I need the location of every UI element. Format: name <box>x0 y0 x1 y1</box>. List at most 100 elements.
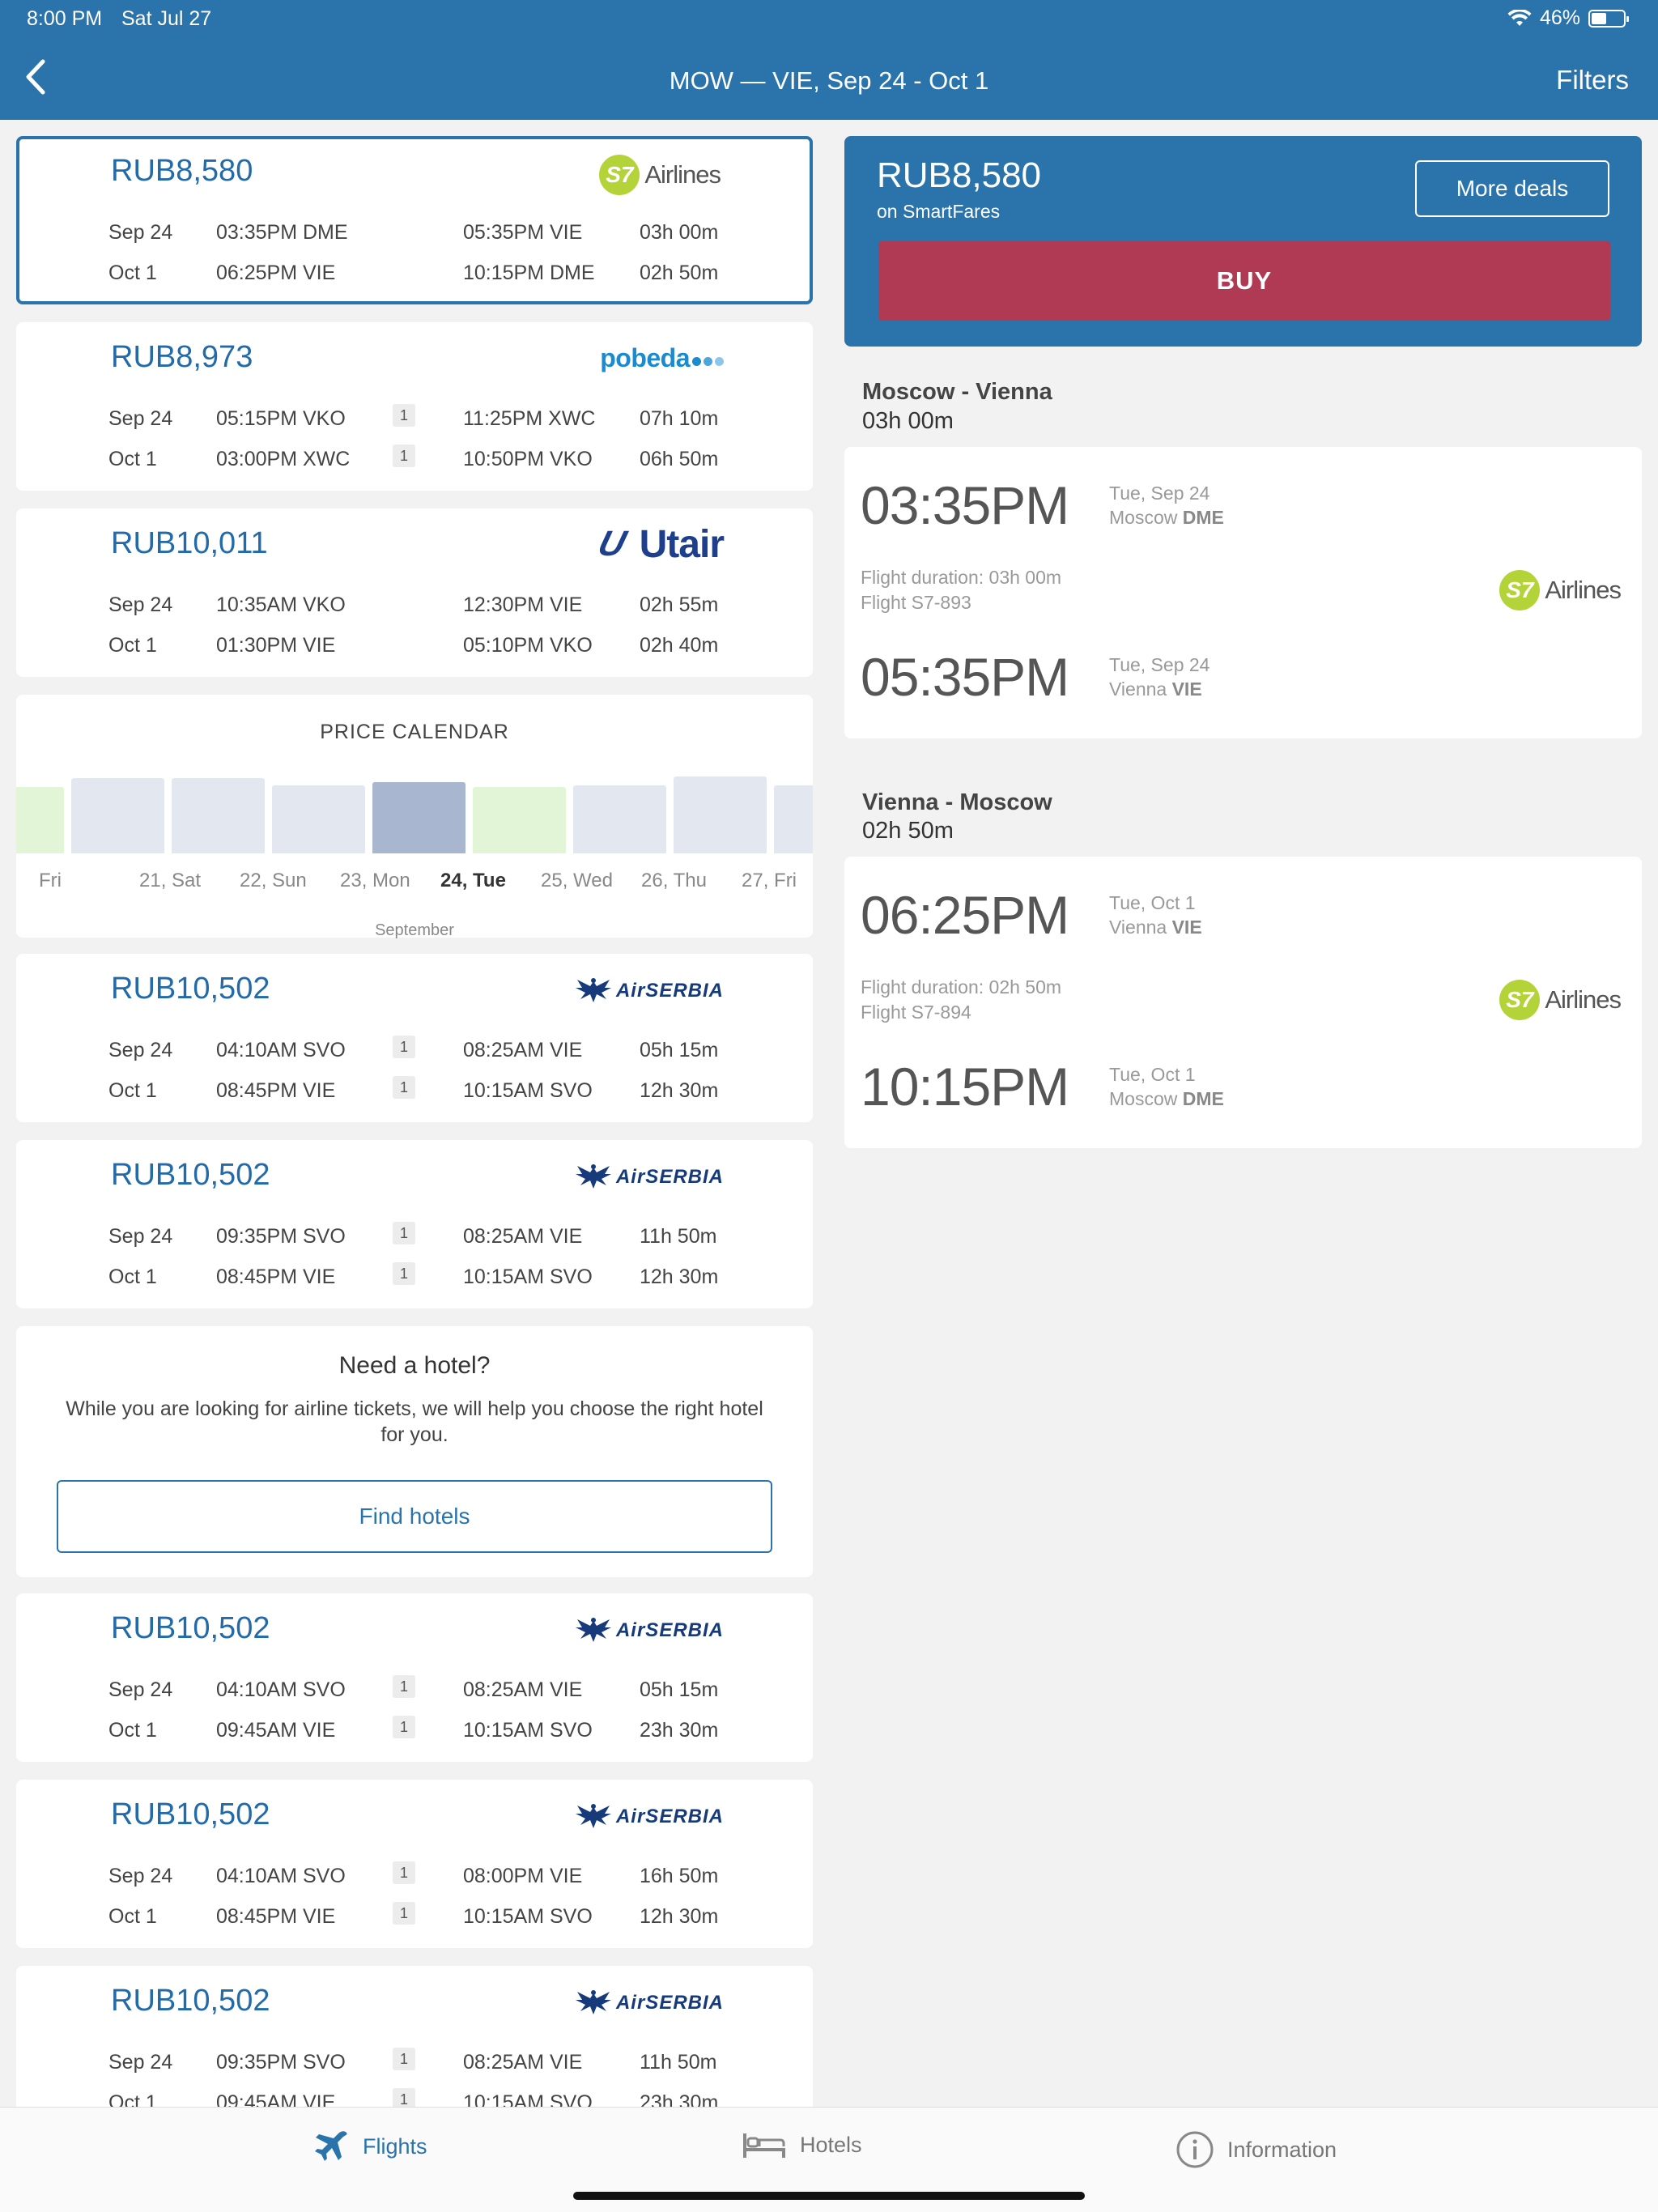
calendar-day-label[interactable]: 23, Mon <box>340 870 410 891</box>
s7-logo-mark: S7 <box>1499 570 1541 610</box>
flight-info: Flight duration: 03h 00m Flight S7-893 <box>861 565 1061 615</box>
s7-logo-mark: S7 <box>599 155 640 195</box>
flight-result-card[interactable]: RUB8,580 S7 Airlines Sep 24 03:35PM DME 05:35… <box>16 136 813 304</box>
arrival-meta: Tue, Sep 24 Vienna VIE <box>1109 653 1209 701</box>
calendar-day-bar[interactable] <box>774 785 813 853</box>
calendar-day-label[interactable]: Fri <box>39 870 62 891</box>
flight-detail-card: 03:35PM Tue, Sep 24 Moscow DME Flight durat… <box>844 447 1642 738</box>
flight-duration-text: Flight duration: 02h 50m <box>861 976 1062 998</box>
airserbia-eagle-icon <box>575 978 611 1002</box>
calendar-day-bar[interactable] <box>674 776 767 853</box>
arrival-date: Tue, Sep 24 <box>1109 654 1210 675</box>
arrival-big-time: 10:15PM <box>861 1057 1069 1117</box>
flight-duration: 03h 00m <box>640 221 719 244</box>
calendar-day-bar[interactable] <box>71 778 164 853</box>
battery-icon <box>1588 9 1629 28</box>
arrival-time: 08:25AM VIE <box>463 1039 583 1061</box>
flight-duration: 05h 15m <box>640 1039 719 1061</box>
flight-result-card[interactable]: RUB10,011 U Utair Sep 24 10:35AM VKO 12:30PM … <box>16 508 813 677</box>
hotel-promo-text: While you are looking for airline ticket… <box>66 1397 763 1446</box>
flight-duration: 12h 30m <box>640 1079 719 1102</box>
flight-result-card[interactable]: RUB10,502 AirSERBIA Sep 24 09:35PM SVO 08:25… <box>16 1966 813 2134</box>
flight-date: Sep 24 <box>108 1678 173 1701</box>
departure-meta: Tue, Sep 24 Moscow DME <box>1109 481 1224 530</box>
departure-time: 01:30PM VIE <box>216 634 336 657</box>
filters-button[interactable]: Filters <box>1556 65 1629 95</box>
calendar-day-bar[interactable] <box>573 785 666 853</box>
calendar-day-bar[interactable] <box>272 785 365 853</box>
flight-date: Oct 1 <box>108 634 157 657</box>
departure-code: VIE <box>1171 917 1202 938</box>
arrival-time: 05:35PM VIE <box>463 221 583 244</box>
stops-badge: 1 <box>393 2048 415 2070</box>
stops-badge: 1 <box>393 1716 415 1738</box>
departure-time: 04:10AM SVO <box>216 1678 346 1701</box>
more-deals-button[interactable]: More deals <box>1415 160 1609 217</box>
calendar-day-label[interactable]: 26, Thu <box>641 870 707 891</box>
calendar-day-bar[interactable] <box>172 778 265 853</box>
airline-logo: pobeda <box>600 335 724 381</box>
find-hotels-button[interactable]: Find hotels <box>57 1480 772 1553</box>
arrival-time: 11:25PM XWC <box>463 407 596 430</box>
nav-bar: MOW — VIE, Sep 24 - Oct 1 Filters <box>0 39 1658 120</box>
arrival-time: 05:10PM VKO <box>463 634 593 657</box>
arrival-time: 08:00PM VIE <box>463 1865 583 1887</box>
arrival-time: 10:50PM VKO <box>463 448 593 470</box>
flight-result-card[interactable]: RUB10,502 AirSERBIA Sep 24 04:10AM SVO 08:00… <box>16 1780 813 1948</box>
stops-badge: 1 <box>393 1076 415 1099</box>
route-duration: 02h 50m <box>862 818 954 844</box>
info-icon <box>1176 2131 1214 2168</box>
airline-logo-text: Utair <box>639 522 725 566</box>
airserbia-eagle-icon <box>575 1618 611 1642</box>
arrival-meta: Tue, Oct 1 Moscow DME <box>1109 1062 1224 1111</box>
departure-big-time: 06:25PM <box>861 885 1069 945</box>
deal-price: RUB8,580 <box>877 155 1042 195</box>
calendar-day-bar[interactable] <box>473 787 566 853</box>
deal-panel: RUB8,580 on SmartFares More deals BUY <box>844 136 1642 347</box>
calendar-day-label[interactable]: 22, Sun <box>240 870 307 891</box>
outbound-row: Sep 24 03:35PM DME 05:35PM VIE 03h 00m <box>19 215 810 247</box>
stops-badge: 1 <box>393 1036 415 1058</box>
return-row: Oct 1 09:45AM VIE 10:15AM SVO 23h 30m 1 <box>16 1712 813 1745</box>
calendar-day-bar[interactable] <box>372 782 466 853</box>
flight-result-card[interactable]: RUB10,502 AirSERBIA Sep 24 04:10AM SVO 08:25… <box>16 1593 813 1762</box>
tab-hotels[interactable]: Hotels <box>742 2130 862 2159</box>
calendar-day-label[interactable]: 21, Sat <box>139 870 202 891</box>
arrival-time: 12:30PM VIE <box>463 593 583 616</box>
tab-flights-label: Flights <box>363 2133 427 2159</box>
calendar-day-label[interactable]: 25, Wed <box>541 870 613 891</box>
departure-time: 04:10AM SVO <box>216 1865 346 1887</box>
tab-bar: Flights Hotels Information <box>0 2107 1658 2212</box>
arrival-time: 10:15AM SVO <box>463 1719 593 1742</box>
airline-logo-text: Airlines <box>1545 985 1622 1014</box>
buy-button[interactable]: BUY <box>878 241 1610 321</box>
arrival-time: 08:25AM VIE <box>463 1225 583 1248</box>
airserbia-eagle-icon <box>575 1164 611 1189</box>
flight-duration: 12h 30m <box>640 1266 719 1288</box>
flight-date: Oct 1 <box>108 448 157 470</box>
airline-logo: S7 Airlines <box>1499 570 1622 610</box>
result-price: RUB10,502 <box>111 1797 270 1831</box>
flight-duration: 02h 50m <box>640 262 719 284</box>
return-row: Oct 1 01:30PM VIE 05:10PM VKO 02h 40m <box>16 627 813 660</box>
calendar-day-bar[interactable] <box>16 787 64 853</box>
flight-result-card[interactable]: RUB10,502 AirSERBIA Sep 24 04:10AM SVO 08:25… <box>16 954 813 1122</box>
outbound-row: Sep 24 04:10AM SVO 08:25AM VIE 05h 15m 1 <box>16 1672 813 1704</box>
calendar-day-label[interactable]: 24, Tue <box>440 870 506 891</box>
stops-badge: 1 <box>393 1262 415 1285</box>
return-row: Oct 1 06:25PM VIE 10:15PM DME 02h 50m <box>19 255 810 287</box>
flight-result-card[interactable]: RUB10,502 AirSERBIA Sep 24 09:35PM SVO 08:25… <box>16 1140 813 1308</box>
departure-date: Tue, Sep 24 <box>1109 483 1210 504</box>
calendar-strip[interactable]: Fri 21, Sat 22, Sun 23, Mon 24, Tue 25, Wed 26… <box>16 759 813 938</box>
outbound-row: Sep 24 10:35AM VKO 12:30PM VIE 02h 55m <box>16 587 813 619</box>
arrival-place: Vienna VIE <box>1109 677 1209 701</box>
flight-result-card[interactable]: RUB8,973 pobeda Sep 24 05:15PM VKO 11:25PM X… <box>16 322 813 491</box>
flight-duration: 05h 15m <box>640 1678 719 1701</box>
tab-information[interactable]: Information <box>1175 2130 1337 2169</box>
back-chevron-icon[interactable] <box>19 57 52 97</box>
departure-time: 09:35PM SVO <box>216 1225 346 1248</box>
calendar-day-label[interactable]: 27, Fri <box>742 870 797 891</box>
departure-time: 03:35PM DME <box>216 221 348 244</box>
flight-date: Oct 1 <box>108 1719 157 1742</box>
tab-flights[interactable]: Flights <box>314 2130 427 2163</box>
